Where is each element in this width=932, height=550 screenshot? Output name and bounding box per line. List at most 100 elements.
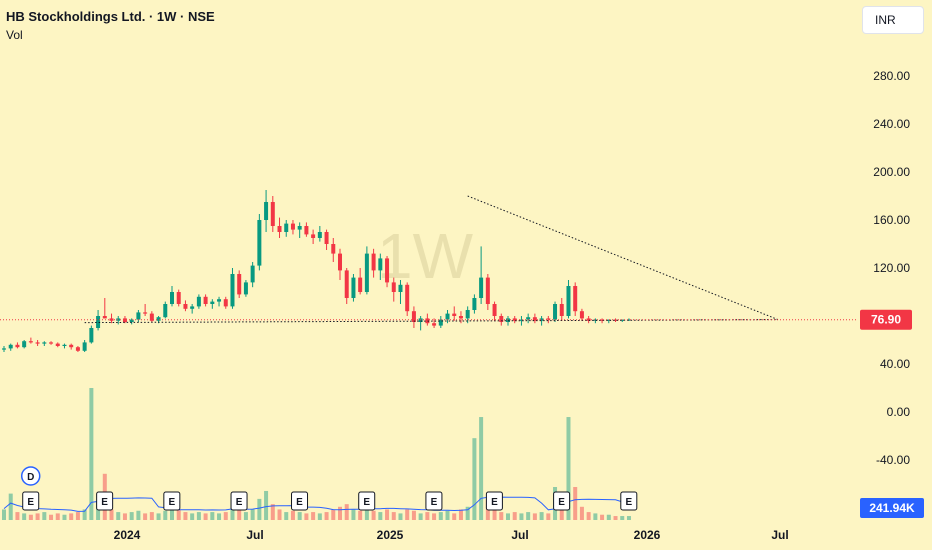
candle-body[interactable] [8,344,13,349]
candle-body[interactable] [371,253,376,271]
earnings-marker[interactable] [553,491,571,511]
candle-body[interactable] [465,310,470,319]
candle-body[interactable] [176,292,181,304]
candle-body[interactable] [573,286,578,312]
candle-body[interactable] [445,313,450,320]
candle-body[interactable] [606,319,611,321]
candle-body[interactable] [284,223,289,232]
candle-body[interactable] [472,298,477,310]
earnings-marker[interactable] [358,491,376,511]
earnings-marker[interactable] [22,491,40,511]
descending-trendline[interactable] [467,195,779,321]
candle-body[interactable] [250,265,255,283]
candle-body[interactable] [277,226,282,232]
candle-body[interactable] [28,341,33,343]
earnings-marker[interactable] [425,491,443,511]
candle-body[interactable] [351,277,356,298]
candle-body[interactable] [425,318,430,324]
support-trendline[interactable] [84,319,779,324]
candle-body[interactable] [344,270,349,298]
dividend-marker[interactable] [20,466,41,486]
candle-body[interactable] [223,299,228,307]
candle-body[interactable] [297,226,302,230]
candle-body[interactable] [304,226,309,235]
candle-body[interactable] [512,318,517,321]
candle-body[interactable] [156,317,161,321]
candle-body[interactable] [411,311,416,322]
candle-body[interactable] [62,344,67,346]
earnings-marker[interactable] [230,491,248,511]
earnings-marker[interactable] [163,491,181,511]
candle-body[interactable] [55,343,60,346]
candle-body[interactable] [358,277,363,292]
candle-body[interactable] [620,319,625,321]
candle-body[interactable] [593,319,598,321]
candle-body[interactable] [600,319,605,321]
earnings-marker[interactable] [485,491,503,511]
candle-body[interactable] [317,232,322,238]
candle-body[interactable] [22,341,27,348]
candle-body[interactable] [452,313,457,316]
currency-button[interactable]: INR [862,6,924,34]
candle-body[interactable] [15,344,20,348]
candle-body[interactable] [485,277,490,304]
candle-body[interactable] [149,313,154,321]
candle-body[interactable] [492,304,497,316]
candle-body[interactable] [398,284,403,292]
candle-body[interactable] [526,317,531,320]
candle-body[interactable] [96,316,101,328]
earnings-marker[interactable] [96,491,114,511]
candle-body[interactable] [196,296,201,307]
candle-body[interactable] [69,344,74,348]
candle-body[interactable] [546,318,551,320]
candle-body[interactable] [75,347,80,351]
candle-body[interactable] [539,318,544,321]
candle-body[interactable] [338,253,342,271]
candle-body[interactable] [82,342,87,351]
candle-body[interactable] [190,306,195,309]
candle-body[interactable] [553,304,558,320]
candle-body[interactable] [579,311,584,319]
candle-body[interactable] [217,299,222,302]
candle-body[interactable] [170,292,174,304]
candle-body[interactable] [203,296,208,304]
candle-body[interactable] [129,319,134,322]
symbol-title[interactable]: HB Stockholdings Ltd. · 1W · NSE [6,9,215,24]
candle-body[interactable] [432,323,437,326]
candle-body[interactable] [102,316,107,319]
candle-body[interactable] [49,342,54,344]
candle-body[interactable] [183,304,188,309]
candle-body[interactable] [519,319,524,321]
volume-indicator-label[interactable]: Vol [6,28,23,42]
candle-body[interactable] [331,244,336,254]
earnings-marker[interactable] [291,491,309,511]
candle-body[interactable] [136,312,141,320]
candle-body[interactable] [499,316,504,322]
candle-body[interactable] [122,318,127,322]
candle-body[interactable] [559,304,564,316]
candle-body[interactable] [566,286,571,316]
candle-body[interactable] [324,232,329,244]
candle-body[interactable] [2,348,6,350]
candle-body[interactable] [270,202,275,226]
candle-body[interactable] [479,277,484,298]
candle-body[interactable] [264,202,269,220]
candle-body[interactable] [458,316,463,319]
candle-body[interactable] [626,319,631,321]
candle-body[interactable] [210,301,215,304]
candle-body[interactable] [237,274,242,295]
candle-body[interactable] [243,282,248,295]
candle-body[interactable] [311,234,316,238]
candle-body[interactable] [257,220,262,266]
candle-body[interactable] [438,319,443,326]
candle-body[interactable] [143,312,148,314]
candle-body[interactable] [116,318,121,321]
earnings-marker[interactable] [620,491,638,511]
candle-body[interactable] [532,317,537,321]
candle-body[interactable] [385,258,390,283]
candle-body[interactable] [42,342,47,344]
candle-body[interactable] [35,342,40,344]
candle-body[interactable] [89,328,94,343]
candle-body[interactable] [290,223,295,230]
